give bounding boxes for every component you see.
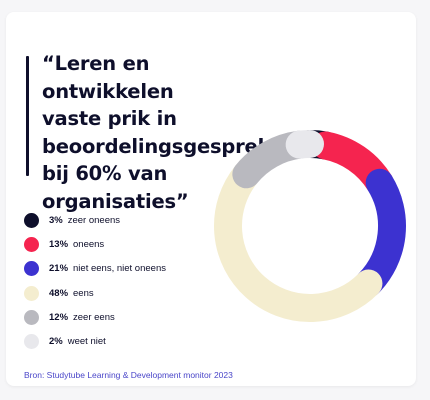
quote-line: organisaties” — [42, 189, 189, 213]
legend-percent: 21% — [49, 263, 69, 275]
legend-label: niet eens, niet oneens — [73, 263, 166, 275]
legend-label: eens — [73, 287, 94, 299]
legend-label: zeer oneens — [67, 214, 121, 226]
legend-percent: 48% — [49, 287, 69, 299]
quote-line: beoordelingsgesprek — [42, 134, 271, 158]
donut-chart — [214, 130, 406, 322]
donut-slice-4 — [214, 160, 383, 322]
legend-item: 12% zeer eens — [24, 305, 224, 329]
legend-percent: 12% — [49, 311, 69, 323]
infographic-card: “Leren en ontwikkelen vaste prik in beoo… — [6, 12, 416, 386]
legend-percent: 2% — [49, 336, 63, 348]
legend-swatch — [24, 334, 39, 350]
legend-item: 21% niet eens, niet oneens — [24, 257, 224, 281]
legend-item: 48% eens — [24, 281, 224, 305]
legend-label: weet niet — [67, 336, 106, 348]
legend-swatch — [24, 236, 39, 252]
legend-item: 3% zeer oneens — [24, 208, 224, 232]
quote-line: vaste prik in — [42, 107, 177, 130]
quote-line: “Leren en ontwikkelen — [42, 52, 174, 103]
source-note: Bron: Studytube Learning & Development m… — [24, 370, 233, 380]
donut-slice-6 — [285, 130, 324, 159]
legend-item: 13% oneens — [24, 232, 224, 256]
legend-swatch — [24, 309, 39, 325]
legend-percent: 13% — [49, 238, 69, 250]
chart-legend: 3% zeer oneens 13% oneens 21% niet eens,… — [24, 208, 224, 354]
legend-percent: 3% — [49, 214, 63, 226]
legend-label: zeer eens — [73, 311, 115, 323]
quote-line: bij 60% van — [42, 162, 168, 185]
legend-swatch — [24, 212, 39, 228]
donut-slice-3 — [354, 168, 406, 298]
legend-swatch — [24, 261, 39, 277]
quote-heading: “Leren en ontwikkelen vaste prik in beoo… — [42, 50, 282, 215]
legend-swatch — [24, 285, 39, 301]
quote-accent-bar — [26, 56, 29, 176]
legend-label: oneens — [73, 238, 105, 250]
legend-item: 2% weet niet — [24, 329, 224, 353]
